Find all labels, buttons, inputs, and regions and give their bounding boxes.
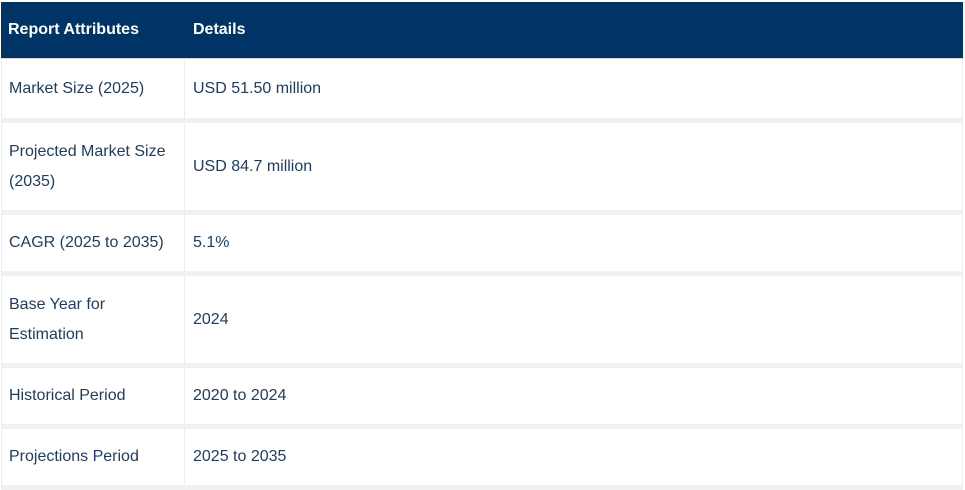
table-header: Report Attributes Details: [1, 2, 963, 59]
table-row: Projections Period 2025 to 2035: [1, 429, 963, 490]
detail-cell: 2024: [185, 276, 963, 368]
header-row: Report Attributes Details: [1, 2, 963, 59]
detail-cell: 5.1%: [185, 215, 963, 276]
attribute-cell: Market Size (2025): [1, 59, 185, 123]
table-row: Projected Market Size (2035) USD 84.7 mi…: [1, 123, 963, 215]
table-row: Base Year for Estimation 2024: [1, 276, 963, 368]
detail-cell: USD 84.7 million: [185, 123, 963, 215]
table-row: CAGR (2025 to 2035) 5.1%: [1, 215, 963, 276]
attribute-cell: Historical Period: [1, 368, 185, 429]
attribute-cell: CAGR (2025 to 2035): [1, 215, 185, 276]
header-details: Details: [185, 2, 963, 59]
table-body: Market Size (2025) USD 51.50 million Pro…: [1, 59, 963, 490]
detail-cell: 2020 to 2024: [185, 368, 963, 429]
table-row: Historical Period 2020 to 2024: [1, 368, 963, 429]
detail-cell: USD 51.50 million: [185, 59, 963, 123]
attribute-cell: Base Year for Estimation: [1, 276, 185, 368]
detail-cell: 2025 to 2035: [185, 429, 963, 490]
attribute-cell: Projections Period: [1, 429, 185, 490]
header-report-attributes: Report Attributes: [1, 2, 185, 59]
table-row: Market Size (2025) USD 51.50 million: [1, 59, 963, 123]
attribute-cell: Projected Market Size (2035): [1, 123, 185, 215]
